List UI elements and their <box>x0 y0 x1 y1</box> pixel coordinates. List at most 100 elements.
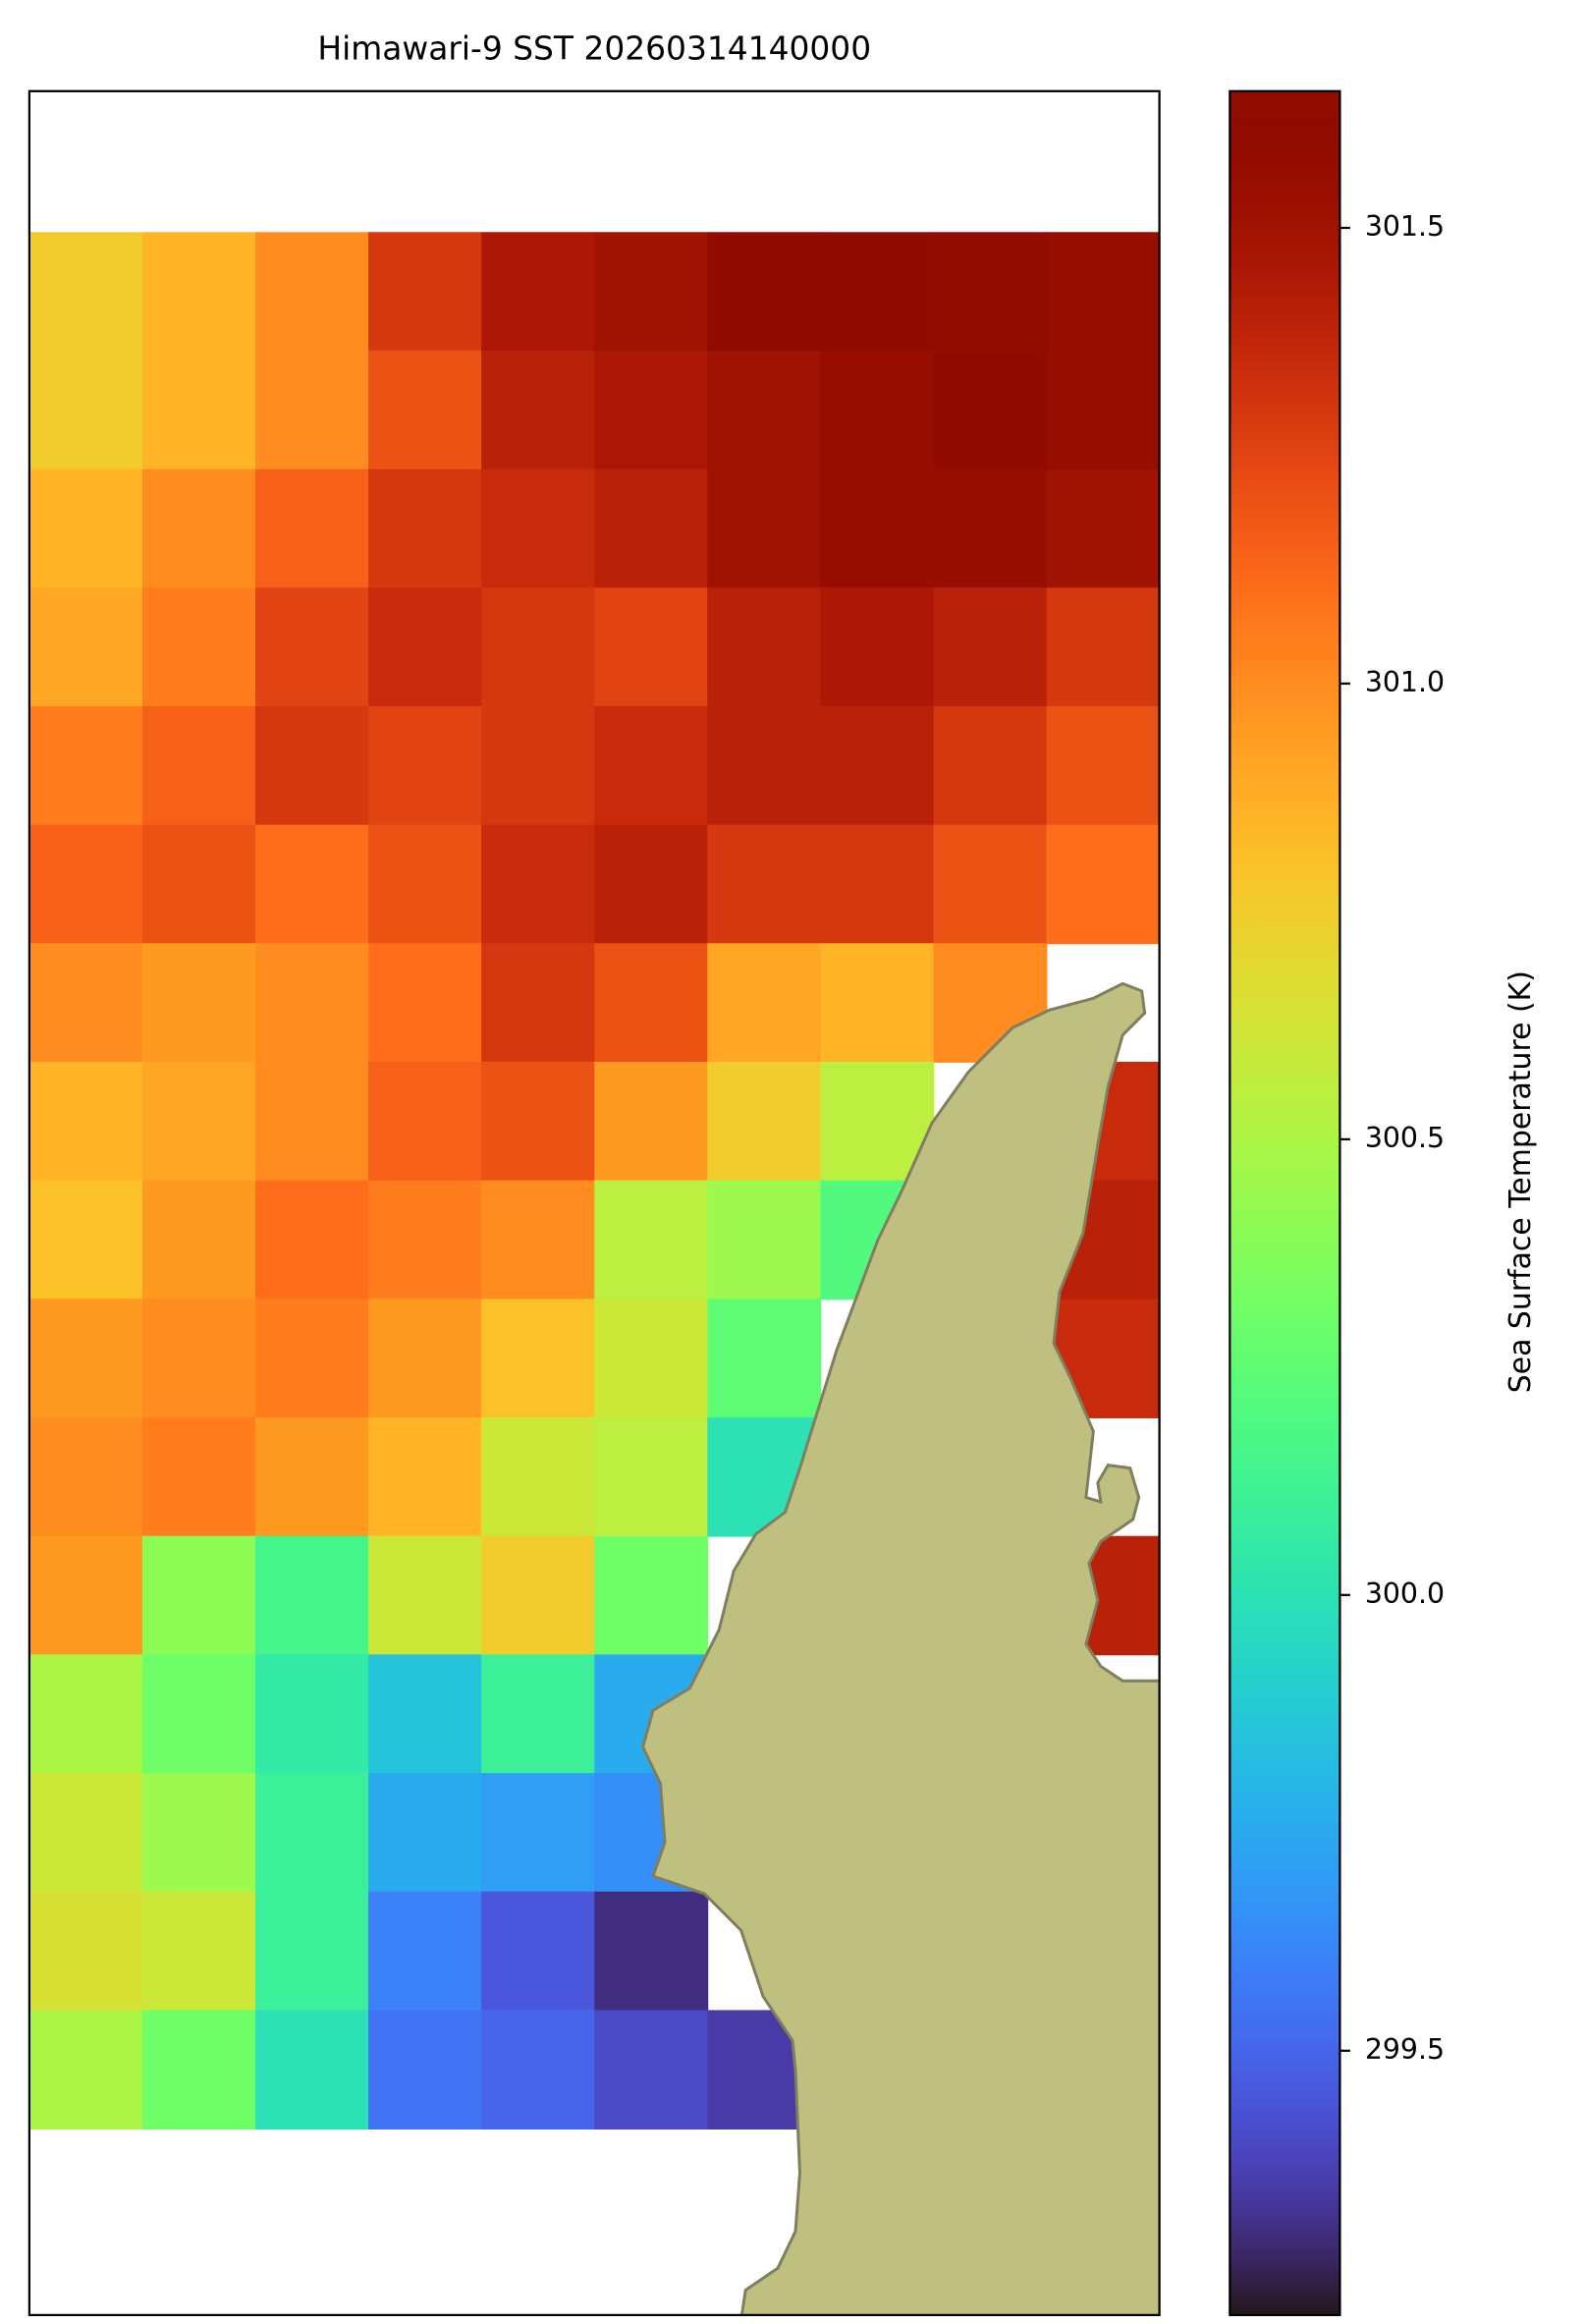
sst-cell <box>820 587 935 707</box>
sst-cell <box>594 1417 709 1537</box>
sst-cell <box>481 824 596 945</box>
axes-frame <box>27 89 1161 2317</box>
sst-cell <box>255 1299 370 1418</box>
sst-cell <box>707 943 822 1063</box>
sst-cell <box>28 1773 143 1893</box>
sst-cell <box>255 2010 370 2130</box>
sst-cell <box>28 705 143 826</box>
colorbar-tick-label: 299.5 <box>1365 2033 1445 2066</box>
sst-cell <box>255 1773 370 1893</box>
sst-cell <box>594 1299 709 1418</box>
sst-cell <box>368 1891 483 2012</box>
sst-cell <box>368 587 483 707</box>
sst-cell <box>707 824 822 945</box>
colorbar-tick-label: 300.0 <box>1365 1577 1445 1610</box>
sst-cell <box>255 824 370 945</box>
sst-cell <box>141 1654 256 1774</box>
land-layer <box>640 981 1160 2315</box>
sst-cell <box>481 1654 596 1774</box>
sst-cell <box>28 232 143 352</box>
sst-cell <box>141 1891 256 2012</box>
sst-cell <box>594 824 709 945</box>
sst-cell <box>481 350 596 470</box>
chart-title: Himawari-9 SST 20260314140000 <box>317 28 871 67</box>
sst-cell <box>368 1535 483 1656</box>
sst-cell <box>594 705 709 826</box>
sst-cell <box>481 1417 596 1537</box>
sst-cell <box>255 232 370 352</box>
sst-cell <box>481 2010 596 2130</box>
sst-cell <box>141 1535 256 1656</box>
sst-cell <box>141 1299 256 1418</box>
sst-cell <box>368 1299 483 1418</box>
sst-cell <box>255 1535 370 1656</box>
colorbar-label: Sea Surface Temperature (K) <box>1503 970 1538 1393</box>
land <box>640 981 1160 2315</box>
sst-cell <box>820 824 935 945</box>
sst-cell <box>141 469 256 589</box>
sst-cell <box>141 2010 256 2130</box>
sst-cell <box>368 1180 483 1300</box>
sst-cell <box>594 2010 709 2130</box>
sst-cell <box>820 350 935 470</box>
sst-cell <box>594 1180 709 1300</box>
sst-cell <box>707 1299 822 1418</box>
sst-cell <box>707 1180 822 1300</box>
sst-cell <box>255 705 370 826</box>
sst-cell <box>141 350 256 470</box>
sst-cell <box>28 943 143 1063</box>
sst-cell <box>594 1891 709 2012</box>
sst-cell <box>933 469 1048 589</box>
sst-cell <box>933 350 1048 470</box>
sst-cell <box>255 1891 370 2012</box>
colorbar <box>1230 90 1340 2315</box>
colorbar-frame <box>1229 89 1341 2317</box>
colorbar-tick-label: 301.5 <box>1365 210 1445 243</box>
sst-cell <box>481 1180 596 1300</box>
sst-cell <box>368 1417 483 1537</box>
sst-cell <box>141 587 256 707</box>
sst-cell <box>481 943 596 1063</box>
sst-cell <box>481 705 596 826</box>
sst-cell <box>141 943 256 1063</box>
sst-cell <box>28 1535 143 1656</box>
sst-cell <box>141 1180 256 1300</box>
sst-cell <box>481 587 596 707</box>
sst-cell <box>255 350 370 470</box>
sst-cell <box>933 705 1048 826</box>
sst-cell <box>933 232 1048 352</box>
sst-cell <box>1046 705 1160 826</box>
sst-cell <box>28 587 143 707</box>
sst-cell <box>481 1062 596 1182</box>
sst-cell <box>28 469 143 589</box>
sst-cell <box>594 587 709 707</box>
sst-cell <box>368 1773 483 1893</box>
sst-cell <box>1046 587 1160 707</box>
sst-cell <box>707 469 822 589</box>
sst-cell <box>368 705 483 826</box>
sst-cell <box>255 1062 370 1182</box>
sst-cell <box>481 469 596 589</box>
sst-cell <box>1046 469 1160 589</box>
sst-cell <box>141 1417 256 1537</box>
sst-cell <box>820 232 935 352</box>
sst-cell <box>368 232 483 352</box>
sst-cell <box>594 350 709 470</box>
sst-cell <box>28 2010 143 2130</box>
sst-cell <box>368 943 483 1063</box>
sst-cell <box>255 943 370 1063</box>
sst-cell <box>594 1062 709 1182</box>
heatmap <box>28 232 1160 2130</box>
sst-cell <box>481 1773 596 1893</box>
sst-cell <box>28 1180 143 1300</box>
sst-cell <box>820 943 935 1063</box>
sst-cell <box>594 1535 709 1656</box>
sst-cell <box>368 1654 483 1774</box>
sst-cell <box>368 824 483 945</box>
sst-cell <box>1046 824 1160 945</box>
sst-cell <box>28 1654 143 1774</box>
sst-cell <box>368 2010 483 2130</box>
sst-cell <box>141 705 256 826</box>
sst-cell <box>28 1299 143 1418</box>
